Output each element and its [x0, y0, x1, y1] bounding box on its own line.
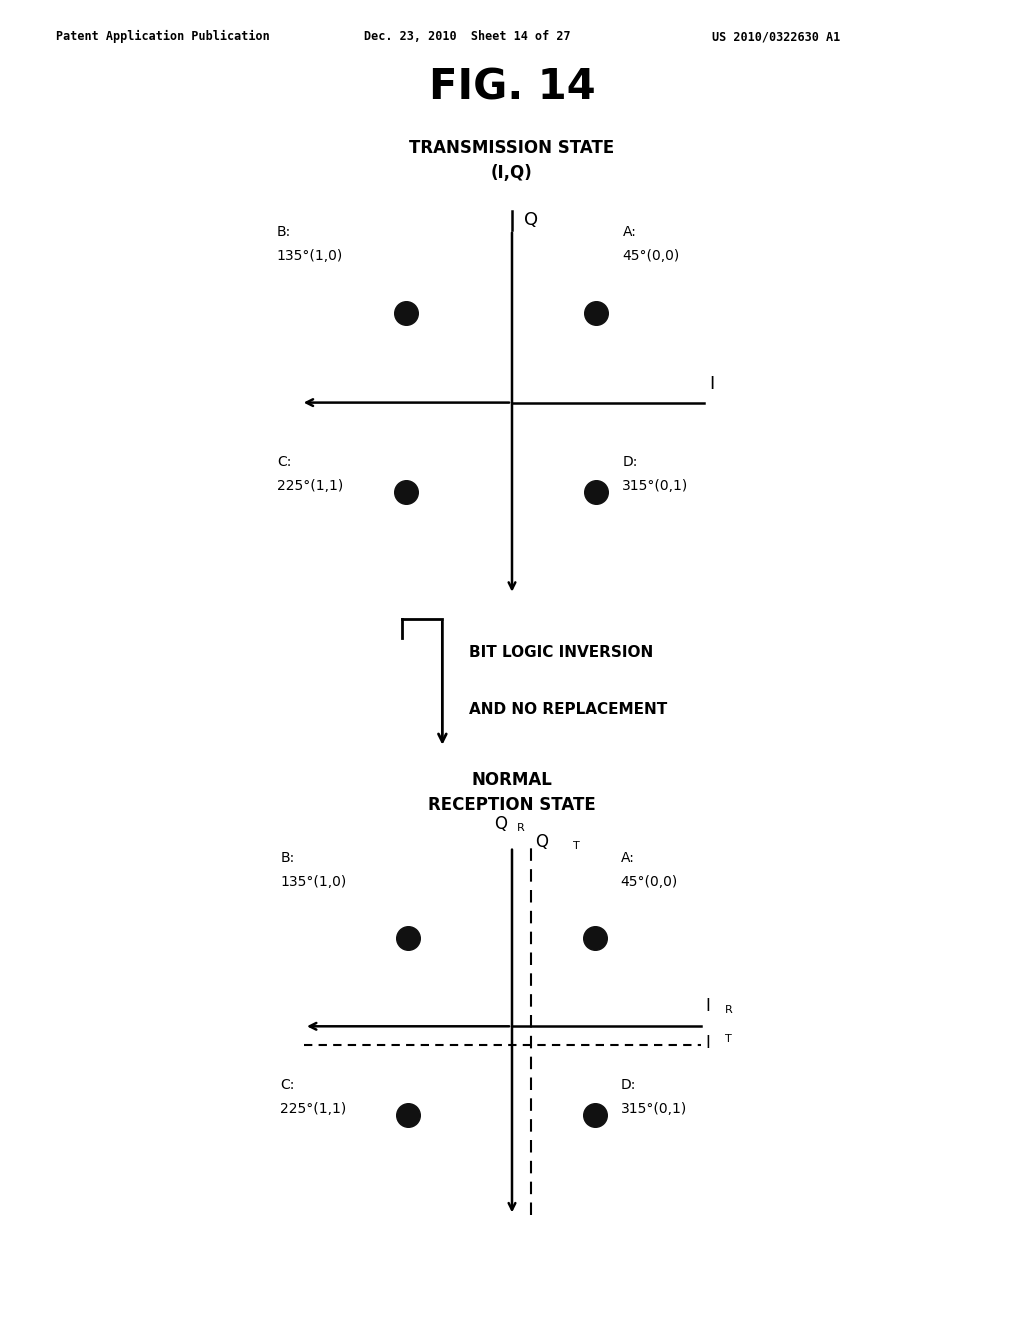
Text: NORMAL: NORMAL	[472, 771, 552, 789]
Text: I: I	[706, 1034, 711, 1052]
Text: 225°(1,1): 225°(1,1)	[276, 479, 343, 494]
Text: C:: C:	[276, 455, 291, 470]
Text: T: T	[573, 841, 581, 851]
Text: TRANSMISSION STATE: TRANSMISSION STATE	[410, 139, 614, 157]
Text: Q: Q	[495, 814, 507, 833]
Text: BIT LOGIC INVERSION: BIT LOGIC INVERSION	[469, 645, 653, 660]
Text: Patent Application Publication: Patent Application Publication	[56, 30, 270, 44]
Text: US 2010/0322630 A1: US 2010/0322630 A1	[712, 30, 840, 44]
Text: A:: A:	[623, 224, 636, 239]
Text: 315°(0,1): 315°(0,1)	[621, 1102, 687, 1115]
Text: A:: A:	[621, 851, 635, 866]
Text: 315°(0,1): 315°(0,1)	[623, 479, 689, 494]
Text: R: R	[725, 1005, 732, 1015]
Text: R: R	[517, 822, 524, 833]
Text: Q: Q	[523, 211, 538, 228]
Text: B:: B:	[281, 851, 295, 866]
Text: (I,Q): (I,Q)	[492, 164, 532, 182]
Text: RECEPTION STATE: RECEPTION STATE	[428, 796, 596, 814]
Text: D:: D:	[621, 1078, 636, 1092]
Text: 225°(1,1): 225°(1,1)	[281, 1102, 347, 1115]
Text: 45°(0,0): 45°(0,0)	[623, 249, 680, 263]
Text: C:: C:	[281, 1078, 295, 1092]
Text: 135°(1,0): 135°(1,0)	[276, 249, 343, 263]
Text: I: I	[709, 375, 714, 393]
Text: 135°(1,0): 135°(1,0)	[281, 875, 347, 890]
Text: Dec. 23, 2010  Sheet 14 of 27: Dec. 23, 2010 Sheet 14 of 27	[364, 30, 570, 44]
Text: B:: B:	[276, 224, 291, 239]
Text: I: I	[706, 997, 711, 1015]
Text: T: T	[725, 1034, 731, 1044]
Text: D:: D:	[623, 455, 638, 470]
Text: 45°(0,0): 45°(0,0)	[621, 875, 678, 890]
Text: Q: Q	[536, 833, 549, 851]
Text: AND NO REPLACEMENT: AND NO REPLACEMENT	[469, 702, 668, 717]
Text: FIG. 14: FIG. 14	[429, 66, 595, 108]
